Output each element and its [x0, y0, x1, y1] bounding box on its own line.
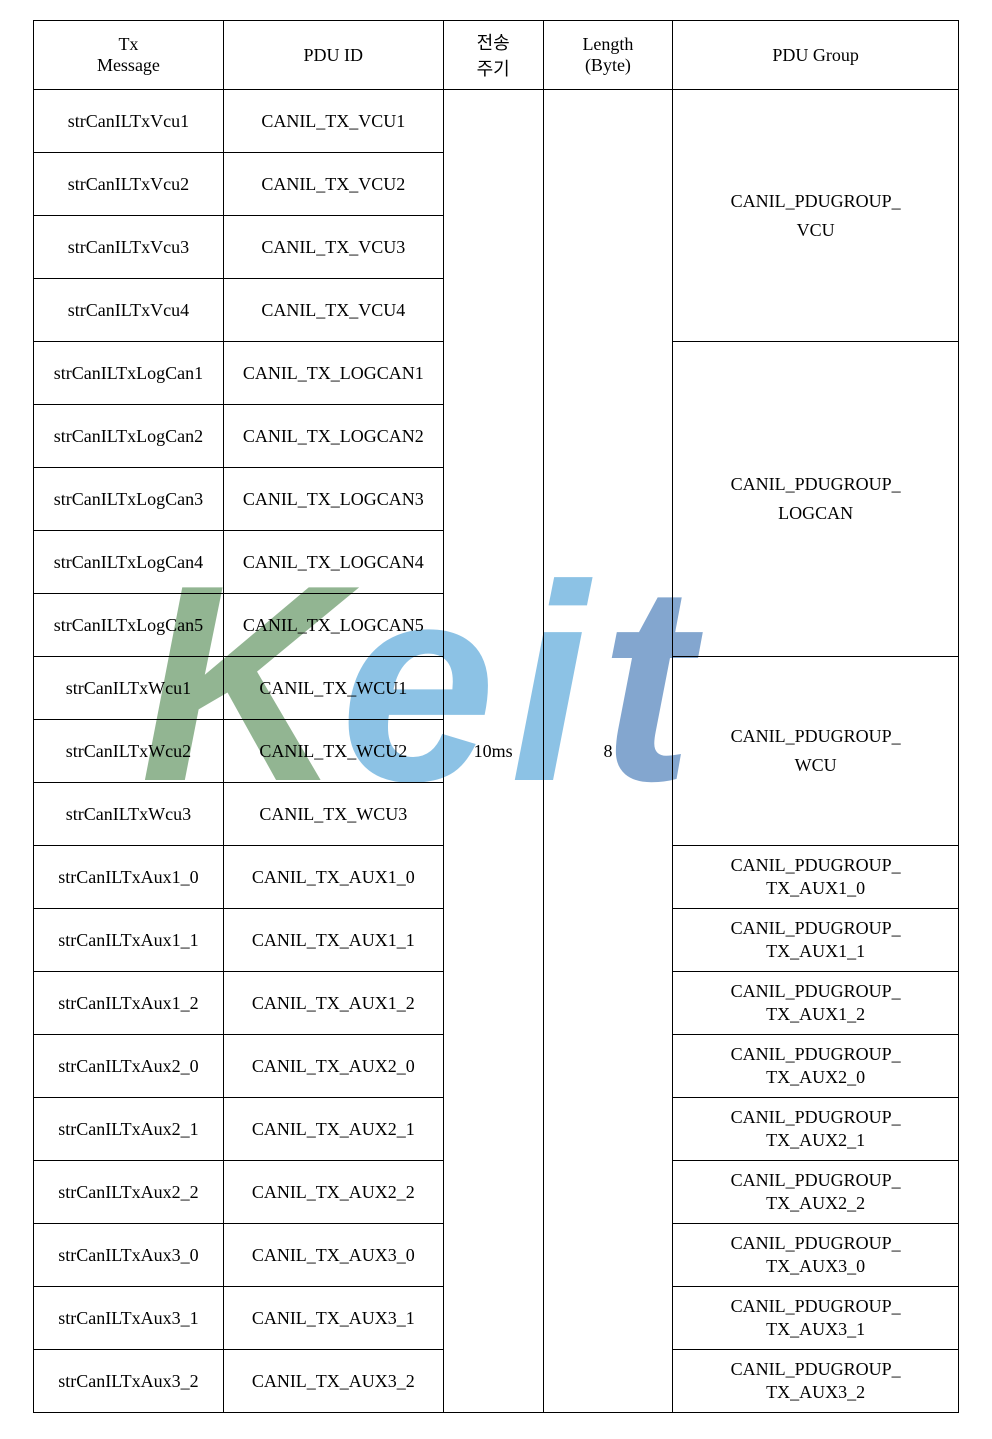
cell-pdu-id: CANIL_TX_VCU1 — [223, 90, 443, 153]
cell-pdu-group: CANIL_PDUGROUP_TX_AUX1_2 — [673, 972, 959, 1035]
table-row: strCanILTxVcu1CANIL_TX_VCU110ms8CANIL_PD… — [34, 90, 959, 153]
cell-tx-message: strCanILTxWcu3 — [34, 783, 224, 846]
cell-tx-message: strCanILTxAux2_2 — [34, 1161, 224, 1224]
cell-tx-message: strCanILTxAux1_0 — [34, 846, 224, 909]
cell-pdu-id: CANIL_TX_AUX2_2 — [223, 1161, 443, 1224]
header-pdu-id: PDU ID — [223, 21, 443, 90]
cell-pdu-group: CANIL_PDUGROUP_TX_AUX3_2 — [673, 1350, 959, 1413]
cell-tx-message: strCanILTxVcu4 — [34, 279, 224, 342]
cell-tx-message: strCanILTxAux3_1 — [34, 1287, 224, 1350]
cell-tx-message: strCanILTxAux1_1 — [34, 909, 224, 972]
cell-pdu-group: CANIL_PDUGROUP_TX_AUX2_1 — [673, 1098, 959, 1161]
cell-pdu-id: CANIL_TX_AUX1_2 — [223, 972, 443, 1035]
cell-pdu-id: CANIL_TX_LOGCAN1 — [223, 342, 443, 405]
cell-tx-message: strCanILTxAux2_0 — [34, 1035, 224, 1098]
cell-pdu-id: CANIL_TX_AUX3_0 — [223, 1224, 443, 1287]
cell-pdu-id: CANIL_TX_LOGCAN5 — [223, 594, 443, 657]
cell-tx-message: strCanILTxVcu3 — [34, 216, 224, 279]
cell-pdu-group: CANIL_PDUGROUP_TX_AUX1_1 — [673, 909, 959, 972]
header-tx-message: Tx Message — [34, 21, 224, 90]
cell-tx-message: strCanILTxVcu2 — [34, 153, 224, 216]
cell-pdu-id: CANIL_TX_WCU2 — [223, 720, 443, 783]
cell-tx-message: strCanILTxWcu2 — [34, 720, 224, 783]
cell-tx-message: strCanILTxLogCan5 — [34, 594, 224, 657]
cell-tx-message: strCanILTxWcu1 — [34, 657, 224, 720]
cell-pdu-group: CANIL_PDUGROUP_WCU — [673, 657, 959, 846]
cell-tx-message: strCanILTxVcu1 — [34, 90, 224, 153]
cell-pdu-id: CANIL_TX_AUX1_0 — [223, 846, 443, 909]
header-pdu-group: PDU Group — [673, 21, 959, 90]
cell-pdu-id: CANIL_TX_LOGCAN3 — [223, 468, 443, 531]
cell-pdu-id: CANIL_TX_WCU3 — [223, 783, 443, 846]
cell-pdu-id: CANIL_TX_LOGCAN2 — [223, 405, 443, 468]
header-row: Tx Message PDU ID 전송 주기 Length (Byte) PD… — [34, 21, 959, 90]
cell-tx-message: strCanILTxAux3_2 — [34, 1350, 224, 1413]
cell-pdu-id: CANIL_TX_VCU2 — [223, 153, 443, 216]
cell-pdu-id: CANIL_TX_WCU1 — [223, 657, 443, 720]
cell-tx-message: strCanILTxAux3_0 — [34, 1224, 224, 1287]
cell-pdu-id: CANIL_TX_AUX3_1 — [223, 1287, 443, 1350]
cell-pdu-id: CANIL_TX_AUX2_1 — [223, 1098, 443, 1161]
cell-tx-message: strCanILTxLogCan3 — [34, 468, 224, 531]
cell-pdu-id: CANIL_TX_AUX2_0 — [223, 1035, 443, 1098]
cell-length: 8 — [543, 90, 673, 1413]
cell-tx-message: strCanILTxLogCan4 — [34, 531, 224, 594]
cell-pdu-id: CANIL_TX_AUX3_2 — [223, 1350, 443, 1413]
cell-cycle: 10ms — [443, 90, 543, 1413]
cell-tx-message: strCanILTxAux2_1 — [34, 1098, 224, 1161]
cell-pdu-id: CANIL_TX_LOGCAN4 — [223, 531, 443, 594]
cell-pdu-id: CANIL_TX_VCU3 — [223, 216, 443, 279]
header-length: Length (Byte) — [543, 21, 673, 90]
pdu-table: Tx Message PDU ID 전송 주기 Length (Byte) PD… — [33, 20, 959, 1413]
cell-pdu-id: CANIL_TX_VCU4 — [223, 279, 443, 342]
cell-pdu-group: CANIL_PDUGROUP_TX_AUX2_0 — [673, 1035, 959, 1098]
cell-pdu-group: CANIL_PDUGROUP_TX_AUX1_0 — [673, 846, 959, 909]
cell-tx-message: strCanILTxAux1_2 — [34, 972, 224, 1035]
cell-pdu-group: CANIL_PDUGROUP_TX_AUX3_1 — [673, 1287, 959, 1350]
cell-tx-message: strCanILTxLogCan2 — [34, 405, 224, 468]
header-cycle: 전송 주기 — [443, 21, 543, 90]
cell-pdu-id: CANIL_TX_AUX1_1 — [223, 909, 443, 972]
cell-pdu-group: CANIL_PDUGROUP_TX_AUX2_2 — [673, 1161, 959, 1224]
cell-pdu-group: CANIL_PDUGROUP_VCU — [673, 90, 959, 342]
cell-tx-message: strCanILTxLogCan1 — [34, 342, 224, 405]
cell-pdu-group: CANIL_PDUGROUP_TX_AUX3_0 — [673, 1224, 959, 1287]
cell-pdu-group: CANIL_PDUGROUP_LOGCAN — [673, 342, 959, 657]
